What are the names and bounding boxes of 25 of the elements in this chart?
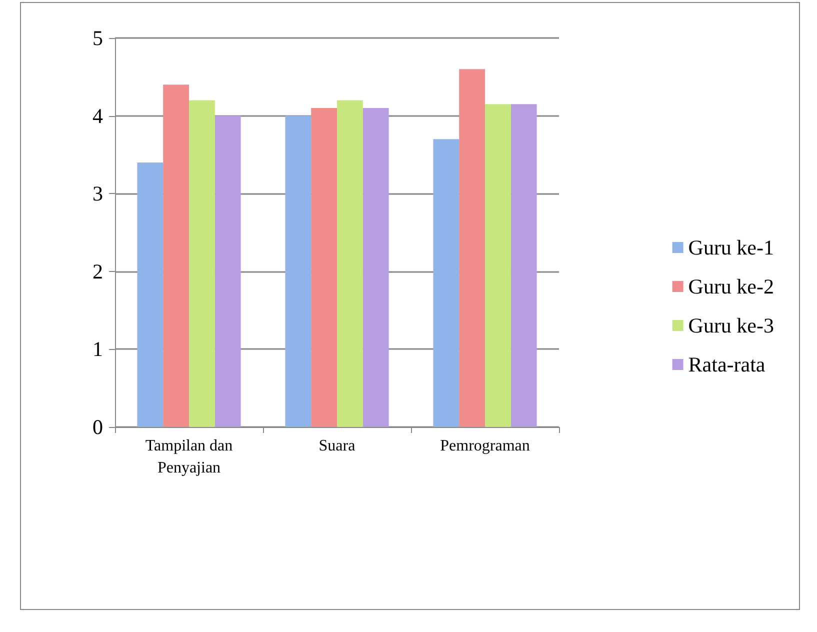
bar — [137, 162, 164, 427]
legend-label: Guru ke-3 — [688, 314, 774, 338]
bar — [285, 116, 312, 427]
y-tick-label: 2 — [92, 259, 103, 284]
bar — [214, 116, 241, 427]
bar — [459, 69, 485, 427]
legend-label: Guru ke-2 — [688, 274, 774, 298]
legend-label: Guru ke-1 — [688, 236, 774, 260]
bar — [510, 104, 537, 427]
bar — [337, 100, 363, 427]
x-tick-label: Tampilan dan Penyajian — [145, 438, 233, 476]
bar — [311, 108, 337, 427]
y-tick-label: 3 — [92, 182, 103, 206]
bar — [485, 104, 511, 427]
bar — [433, 139, 460, 427]
bar — [163, 84, 189, 427]
y-tick-label: 4 — [92, 104, 104, 128]
y-tick-label: 5 — [92, 26, 103, 50]
bar — [189, 100, 215, 427]
x-tick-label: Pemrograman — [440, 438, 530, 454]
y-tick-label: 1 — [92, 337, 103, 362]
bar — [362, 108, 389, 427]
legend-label: Rata-rata — [688, 352, 766, 376]
x-tick-label: Suara — [318, 438, 356, 454]
y-tick-label: 0 — [92, 415, 103, 439]
